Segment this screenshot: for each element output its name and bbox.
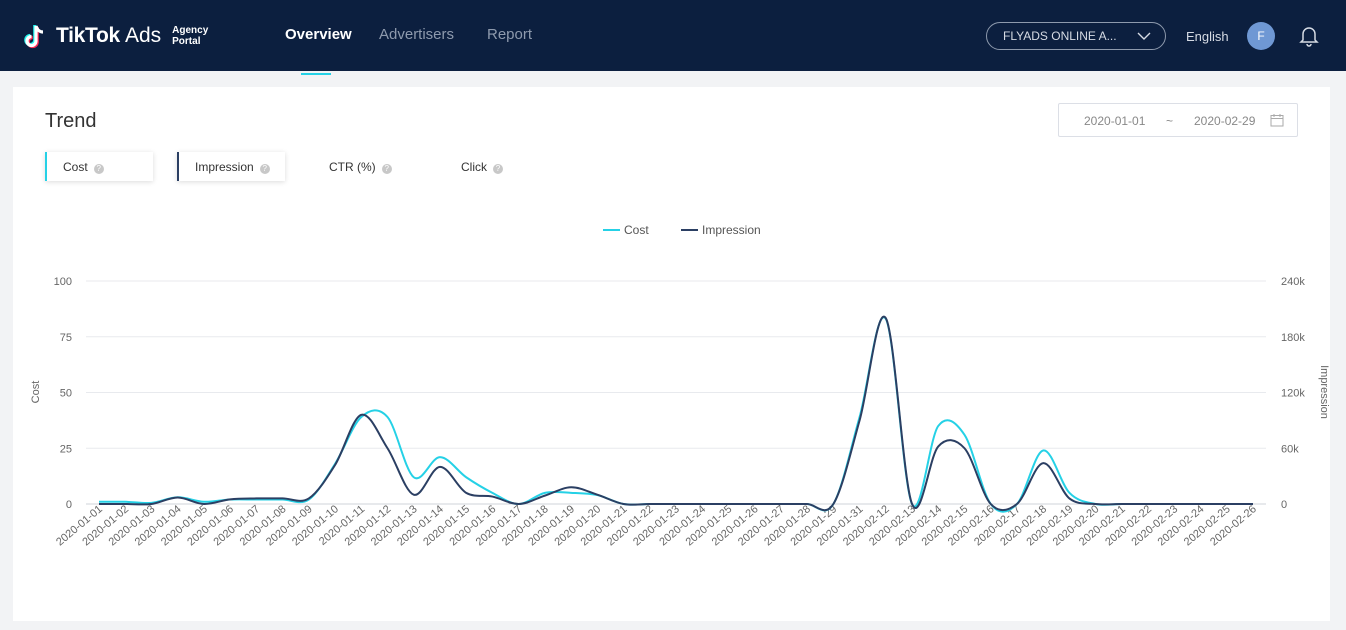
agency-label: Agency [172,25,209,36]
legend-label: Cost [624,223,649,237]
metric-impression-label: Impression [195,160,254,174]
logo-ads-text: Ads [124,24,162,47]
y-tick-label: 25 [60,443,72,455]
bell-icon[interactable] [1299,25,1319,47]
y-tick-label: 50 [60,388,72,400]
help-icon[interactable]: ? [381,164,392,174]
y2-tick-label: 180k [1281,332,1305,344]
tiktok-logo-icon [24,25,44,49]
y2-tick-label: 60k [1281,443,1299,455]
help-icon[interactable]: ? [259,164,270,174]
language-selector[interactable]: English [1186,29,1229,44]
date-end[interactable]: 2020-02-29 [1194,114,1256,128]
agency-portal-label: Agency Portal [172,25,208,47]
metric-impression[interactable]: Impression? [177,152,285,181]
y-axis-label: Cost [30,381,42,404]
trend-title: Trend [45,110,97,132]
date-start[interactable]: 2020-01-01 [1084,114,1146,128]
date-separator: ~ [1166,114,1174,128]
legend-label: Impression [702,223,761,237]
date-range-picker[interactable]: 2020-01-01 ~ 2020-02-29 [1058,103,1298,137]
y2-tick-label: 240k [1281,276,1305,288]
y-tick-label: 0 [66,499,72,511]
metric-ctr-label: CTR (%) [329,160,376,174]
calendar-icon[interactable] [1270,113,1284,127]
active-tab-indicator [301,73,331,75]
avatar[interactable]: F [1247,22,1275,50]
top-navigation-bar: TikTok Ads Agency Portal Overview Advert… [0,0,1346,71]
account-selector[interactable]: FLYADS ONLINE A... [986,22,1166,50]
y2-axis-label: Impression [1318,365,1330,419]
help-icon[interactable]: ? [493,164,503,174]
account-name: FLYADS ONLINE A... [1003,29,1117,43]
series-line-cost [98,316,1253,513]
portal-label: Portal [172,36,201,47]
metric-cost-indicator [45,152,47,181]
y-tick-label: 75 [60,332,72,344]
chevron-down-icon [1137,32,1151,40]
logo-text: TikTok [56,24,120,47]
nav-overview[interactable]: Overview [285,26,352,43]
y-tick-label: 100 [54,276,72,288]
metric-click-label: Click [461,160,487,174]
help-icon[interactable]: ? [93,164,104,174]
tiktok-ads-logo[interactable]: TikTok Ads Agency Portal [24,20,208,52]
metric-ctr[interactable]: CTR (%)? [311,152,419,181]
nav-report[interactable]: Report [487,26,533,43]
nav-advertisers[interactable]: Advertisers [379,26,455,43]
y2-tick-label: 120k [1281,388,1305,400]
metric-click[interactable]: Click? [443,152,551,181]
series-line-impression [99,315,1253,512]
metric-impression-indicator [177,152,179,181]
metric-cost-label: Cost [63,160,88,174]
metric-cost[interactable]: Cost? [45,152,153,181]
y2-tick-label: 0 [1281,499,1287,511]
